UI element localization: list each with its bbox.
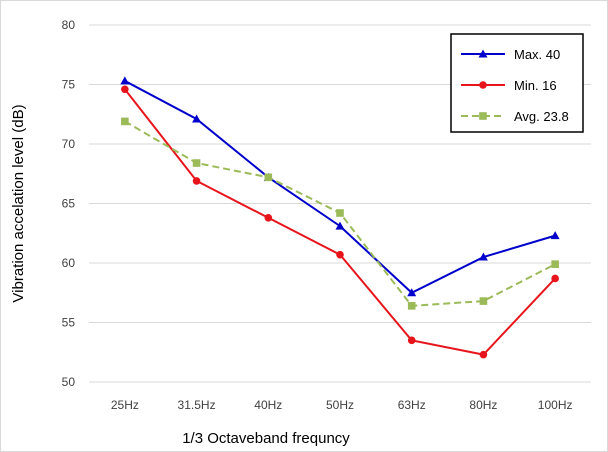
data-point [335,221,345,230]
x-axis-title: 1/3 Octaveband frequncy [182,430,350,447]
legend-entry: Min. 16 [461,78,557,93]
data-point [407,288,417,297]
legend-entry: Max. 40 [461,47,560,62]
legend-label: Avg. 23.8 [514,109,569,124]
legend-label: Min. 16 [514,78,557,93]
y-tick-label: 65 [62,197,76,211]
y-tick-label: 80 [62,18,76,32]
series-2 [121,117,559,310]
data-point [479,297,488,305]
legend: Max. 40 Min. 16 Avg. 23.8 [450,33,584,133]
data-point [264,213,273,222]
data-point [551,274,559,283]
data-point [192,159,201,167]
data-point [120,76,130,85]
data-point [551,260,559,268]
legend-marker [479,112,487,120]
data-point [264,173,273,182]
y-tick-label: 55 [62,316,76,330]
y-tick-label: 50 [62,375,76,389]
data-point [121,117,129,126]
data-point [478,252,488,261]
y-tick-label: 70 [62,137,76,151]
legend-entry: Avg. 23.8 [461,109,569,124]
x-tick-labels: 25Hz 31.5Hz 40Hz 50Hz 63Hz 80Hz 100Hz [111,398,573,412]
series-lines [120,76,560,359]
data-point [407,302,416,310]
x-tick-label: 100Hz [538,398,573,412]
data-point [192,177,201,185]
gridlines [89,24,591,383]
legend-marker [479,81,487,89]
x-tick-label: 50Hz [326,398,354,412]
x-tick-label: 40Hz [254,398,282,412]
data-point [479,350,488,359]
data-point [550,231,560,240]
series-1 [121,85,559,359]
x-tick-label: 25Hz [111,398,139,412]
x-tick-label: 31.5Hz [178,398,216,412]
data-point [336,209,344,217]
data-point [192,114,202,123]
x-tick-label: 80Hz [469,398,497,412]
y-tick-labels: 50 55 60 65 70 75 80 [62,18,76,389]
y-tick-label: 75 [62,78,76,92]
legend-label: Max. 40 [514,47,560,62]
x-tick-label: 63Hz [398,398,426,412]
data-point [121,85,129,94]
data-point [407,336,416,345]
legend-marker [478,49,488,58]
data-point [336,250,344,259]
y-axis-title: Vibration accelation level (dB) [10,104,27,302]
y-tick-label: 60 [62,256,76,270]
